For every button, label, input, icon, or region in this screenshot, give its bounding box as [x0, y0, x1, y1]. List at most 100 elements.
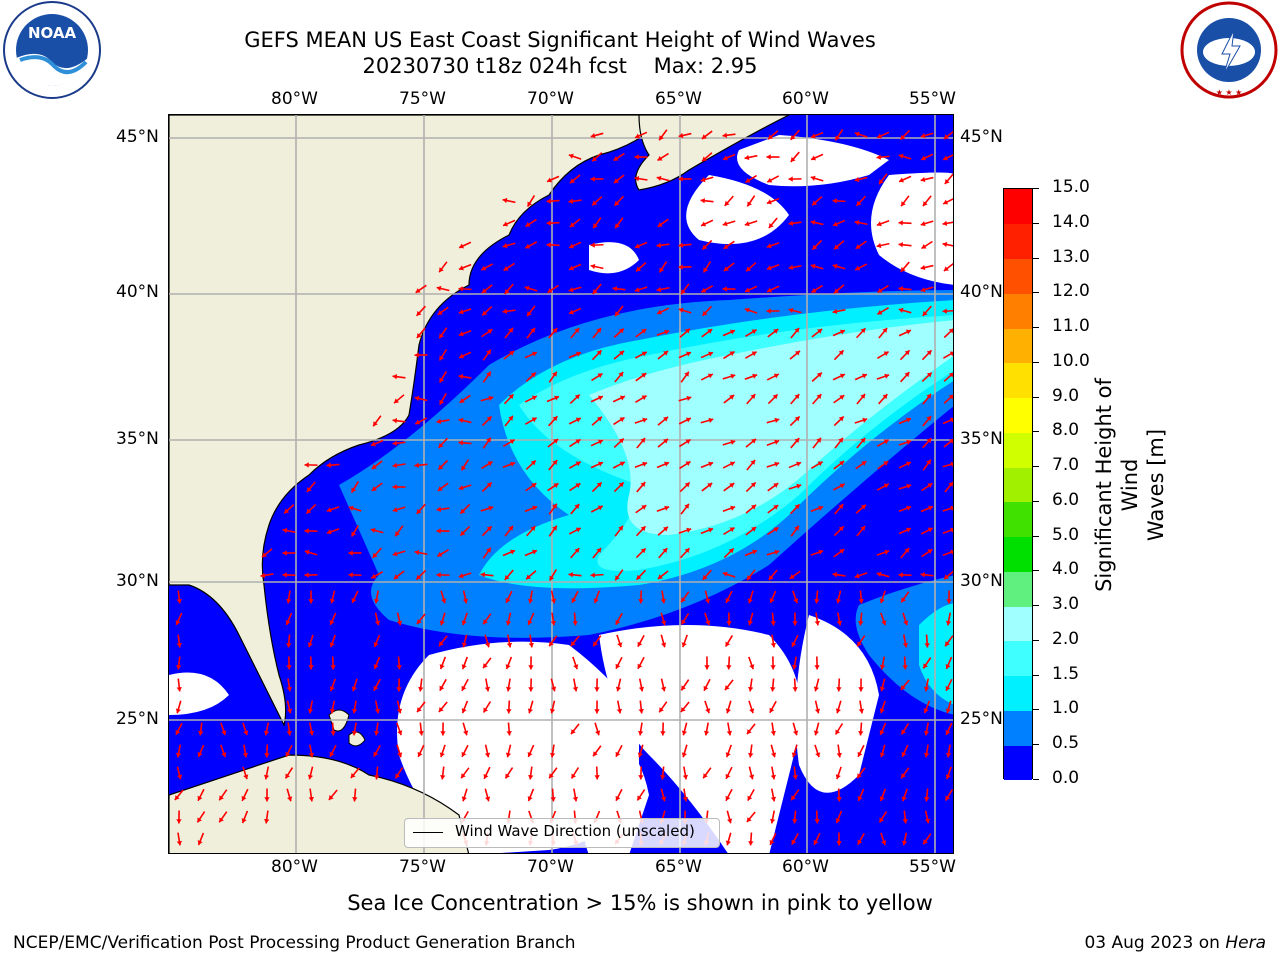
- wave-direction-arrowhead: [684, 482, 690, 488]
- wave-direction-arrowhead: [505, 686, 512, 692]
- wave-direction-arrowhead: [481, 265, 487, 271]
- wave-direction-arrowhead: [618, 482, 624, 488]
- wave-direction-arrowhead: [351, 597, 357, 603]
- wave-direction-arrowhead: [944, 179, 950, 184]
- wave-direction-arrowhead: [527, 619, 533, 625]
- wave-direction-arrowhead: [906, 439, 912, 445]
- wave-direction-arrowhead: [898, 286, 903, 292]
- wave-direction-arrowhead: [329, 708, 336, 714]
- wave-direction-arrowhead: [921, 243, 927, 249]
- wave-direction-arrowhead: [573, 664, 579, 670]
- map-grid: [169, 115, 953, 853]
- wave-direction-arrowhead: [374, 730, 380, 736]
- wave-direction-arrowhead: [812, 200, 818, 206]
- wave-direction-arrowhead: [751, 329, 757, 335]
- colorbar-tick-label: 0.0: [1052, 768, 1080, 788]
- wave-direction-arrowhead: [905, 461, 911, 467]
- colorbar-segment: [1004, 432, 1032, 468]
- wave-direction-arrowhead: [681, 685, 686, 691]
- wave-direction-arrowhead: [373, 664, 379, 669]
- wave-direction-arrowhead: [773, 483, 779, 488]
- wave-direction-arrowhead: [684, 328, 690, 334]
- no-data-region: [686, 175, 789, 245]
- wave-direction-arrowhead: [877, 309, 883, 315]
- wave-direction-arrowhead: [883, 351, 889, 357]
- wave-direction-arrowhead: [744, 221, 750, 227]
- wave-direction-arrowhead: [597, 461, 603, 467]
- colorbar-tick-mark: [1033, 639, 1039, 641]
- wave-direction-arrowhead: [508, 525, 513, 531]
- wave-direction-arrowhead: [726, 621, 732, 626]
- wave-direction-arrowhead: [811, 155, 817, 161]
- wave-direction-arrowhead: [924, 797, 930, 802]
- colorbar-tick-mark: [1033, 535, 1039, 537]
- wave-direction-arrowhead: [510, 461, 516, 467]
- wave-direction-arrowhead: [416, 333, 422, 338]
- wave-direction-arrowhead: [678, 132, 684, 139]
- wave-direction-arrowhead: [460, 508, 466, 514]
- wave-direction-arrowhead: [660, 796, 667, 802]
- wave-direction-arrowhead: [746, 729, 752, 735]
- lat-label-left: 40°N: [116, 282, 159, 302]
- wave-direction-arrowhead: [835, 774, 841, 780]
- wave-direction-arrowhead: [439, 752, 445, 758]
- wave-direction-arrowhead: [640, 548, 646, 554]
- wave-direction-arrowhead: [638, 730, 644, 736]
- nws-logo: ★ ★ ★: [1178, 0, 1280, 100]
- wave-direction-arrowhead: [506, 731, 512, 736]
- wave-direction-arrowhead: [836, 687, 842, 692]
- wave-direction-arrowhead: [616, 708, 623, 714]
- wave-direction-arrowhead: [945, 729, 951, 735]
- wave-direction-arrowhead: [724, 200, 730, 206]
- wave-direction-arrowhead: [857, 796, 863, 801]
- wave-direction-arrowhead: [924, 643, 930, 648]
- wave-direction-arrowhead: [351, 531, 357, 537]
- wave-direction-arrowhead: [482, 310, 488, 316]
- wave-direction-arrowhead: [637, 752, 643, 758]
- wave-direction-arrowhead: [791, 839, 797, 845]
- wave-direction-arrowhead: [574, 504, 580, 510]
- wave-direction-arrowhead: [920, 264, 926, 271]
- wave-direction-arrowhead: [838, 350, 844, 356]
- wave-direction-arrowhead: [902, 665, 908, 670]
- wave-direction-arrowhead: [243, 730, 249, 736]
- wave-direction-arrowhead: [810, 263, 816, 269]
- wave-direction-arrowhead: [527, 201, 533, 207]
- wave-direction-arrowhead: [635, 243, 640, 249]
- wave-direction-arrowhead: [531, 395, 537, 401]
- wave-direction-arrowhead: [439, 267, 444, 273]
- wave-direction-arrowhead: [770, 621, 776, 626]
- wave-direction-arrowhead: [638, 599, 644, 604]
- wave-direction-arrowhead: [791, 752, 797, 758]
- wave-direction-arrowhead: [883, 461, 889, 466]
- colorbar-tick-mark: [1033, 605, 1039, 607]
- wave-direction-arrowhead: [945, 708, 951, 714]
- wave-direction-arrowhead: [662, 548, 668, 554]
- wave-direction-arrowhead: [769, 598, 775, 603]
- wave-direction-arrowhead: [436, 418, 442, 425]
- wave-direction-arrowhead: [530, 372, 536, 378]
- wave-direction-arrowhead: [571, 773, 577, 779]
- wave-direction-arrowhead: [862, 417, 868, 423]
- wave-direction-arrowhead: [439, 620, 445, 626]
- lat-label-right: 40°N: [960, 282, 1003, 302]
- colorbar-segment: [1004, 606, 1032, 642]
- wave-direction-arrowhead: [770, 774, 777, 780]
- map-canvas: [169, 115, 953, 853]
- wave-direction-arrowhead: [882, 394, 888, 400]
- wave-direction-arrowhead: [949, 439, 953, 444]
- wave-direction-arrowhead: [619, 461, 625, 467]
- wave-direction-arrowhead: [416, 619, 422, 625]
- wave-direction-arrowhead: [416, 310, 422, 316]
- wave-direction-arrowhead: [745, 177, 751, 183]
- wave-direction-arrowhead: [704, 598, 711, 604]
- wave-direction-arrowhead: [372, 552, 378, 558]
- wave-direction-arrowhead: [524, 285, 530, 291]
- wave-direction-arrowhead: [681, 730, 688, 736]
- wave-direction-arrowhead: [926, 416, 932, 421]
- wave-direction-arrowhead: [641, 505, 647, 510]
- wave-direction-arrowhead: [876, 154, 881, 160]
- colorbar-tick-mark: [1033, 431, 1039, 433]
- wave-direction-arrowhead: [176, 598, 182, 604]
- colorbar-tick-mark: [1033, 570, 1039, 572]
